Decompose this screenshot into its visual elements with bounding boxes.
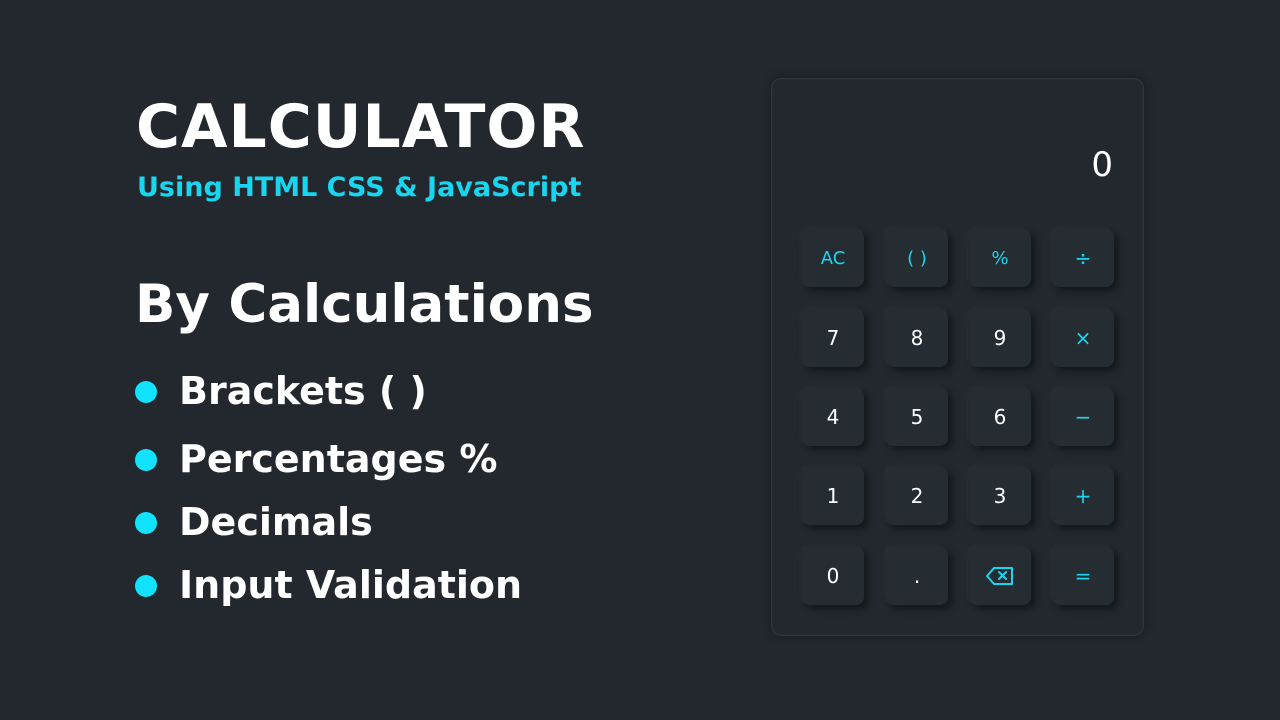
calculator: 0 AC ( )% ÷ 7 8 9 × 4 5 6− 1 2 3 +0. = [771, 78, 1144, 636]
percent-button[interactable]: % [969, 229, 1031, 287]
subtract-button[interactable]: − [1052, 388, 1114, 446]
features-heading: By Calculations [135, 274, 594, 335]
digit-7-button[interactable]: 7 [802, 309, 864, 367]
digit-9-button[interactable]: 9 [969, 309, 1031, 367]
digit-6-button[interactable]: 6 [969, 388, 1031, 446]
digit-2-button[interactable]: 2 [886, 467, 948, 525]
digit-3-button[interactable]: 3 [969, 467, 1031, 525]
equals-button[interactable]: = [1052, 547, 1114, 605]
multiply-button[interactable]: × [1052, 309, 1114, 367]
bullet-icon [135, 575, 157, 597]
calculator-display: 0 [1091, 145, 1113, 185]
all-clear-button[interactable]: AC [802, 229, 864, 287]
bullet-icon [135, 381, 157, 403]
digit-0-button[interactable]: 0 [802, 547, 864, 605]
brackets-button[interactable]: ( ) [886, 229, 948, 287]
bullet-icon [135, 449, 157, 471]
digit-5-button[interactable]: 5 [886, 388, 948, 446]
page-subtitle: Using HTML CSS & JavaScript [137, 172, 582, 203]
backspace-button[interactable] [969, 547, 1031, 605]
bullet-icon [135, 512, 157, 534]
digit-8-button[interactable]: 8 [886, 309, 948, 367]
digit-4-button[interactable]: 4 [802, 388, 864, 446]
page-title: CALCULATOR [136, 92, 586, 162]
keypad: AC ( )% ÷ 7 8 9 × 4 5 6− 1 2 3 +0. = [802, 229, 1116, 607]
add-button[interactable]: + [1052, 467, 1114, 525]
digit-1-button[interactable]: 1 [802, 467, 864, 525]
backspace-icon [986, 567, 1014, 585]
decimal-button[interactable]: . [886, 547, 948, 605]
divide-button[interactable]: ÷ [1052, 229, 1114, 287]
